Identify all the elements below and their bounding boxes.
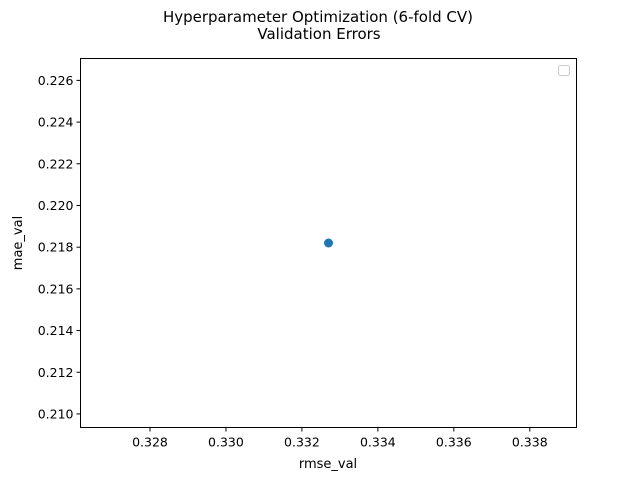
y-tick-label: 0.216 (38, 281, 74, 296)
legend[interactable] (558, 65, 570, 76)
y-tick-label: 0.214 (38, 323, 74, 338)
x-tick-label: 0.336 (436, 435, 472, 450)
y-axis: 0.210 0.212 0.214 0.216 0.218 0.220 0.222 0.224… (38, 73, 81, 421)
x-tick-label: 0.338 (512, 435, 548, 450)
y-tick-label: 0.212 (38, 365, 74, 380)
data-points (324, 238, 333, 248)
chart-title: Hyperparameter Optimization (6-fold CV) (163, 8, 473, 26)
scatter-point (324, 238, 333, 248)
plot-area (80, 58, 577, 428)
y-tick-label: 0.218 (38, 240, 74, 255)
y-tick-label: 0.220 (38, 198, 74, 213)
y-axis-label: mae_val (11, 216, 26, 270)
y-tick-label: 0.226 (38, 73, 74, 88)
x-axis: 0.328 0.330 0.332 0.334 0.336 0.338 (132, 427, 548, 450)
x-axis-label: rmse_val (299, 457, 357, 472)
x-tick-label: 0.332 (284, 435, 320, 450)
x-tick-label: 0.328 (132, 435, 168, 450)
chart-subtitle: Validation Errors (257, 25, 380, 43)
y-tick-label: 0.224 (38, 115, 74, 130)
x-tick-label: 0.330 (208, 435, 244, 450)
y-tick-label: 0.210 (38, 406, 74, 421)
x-tick-label: 0.334 (360, 435, 396, 450)
y-tick-label: 0.222 (38, 156, 74, 171)
